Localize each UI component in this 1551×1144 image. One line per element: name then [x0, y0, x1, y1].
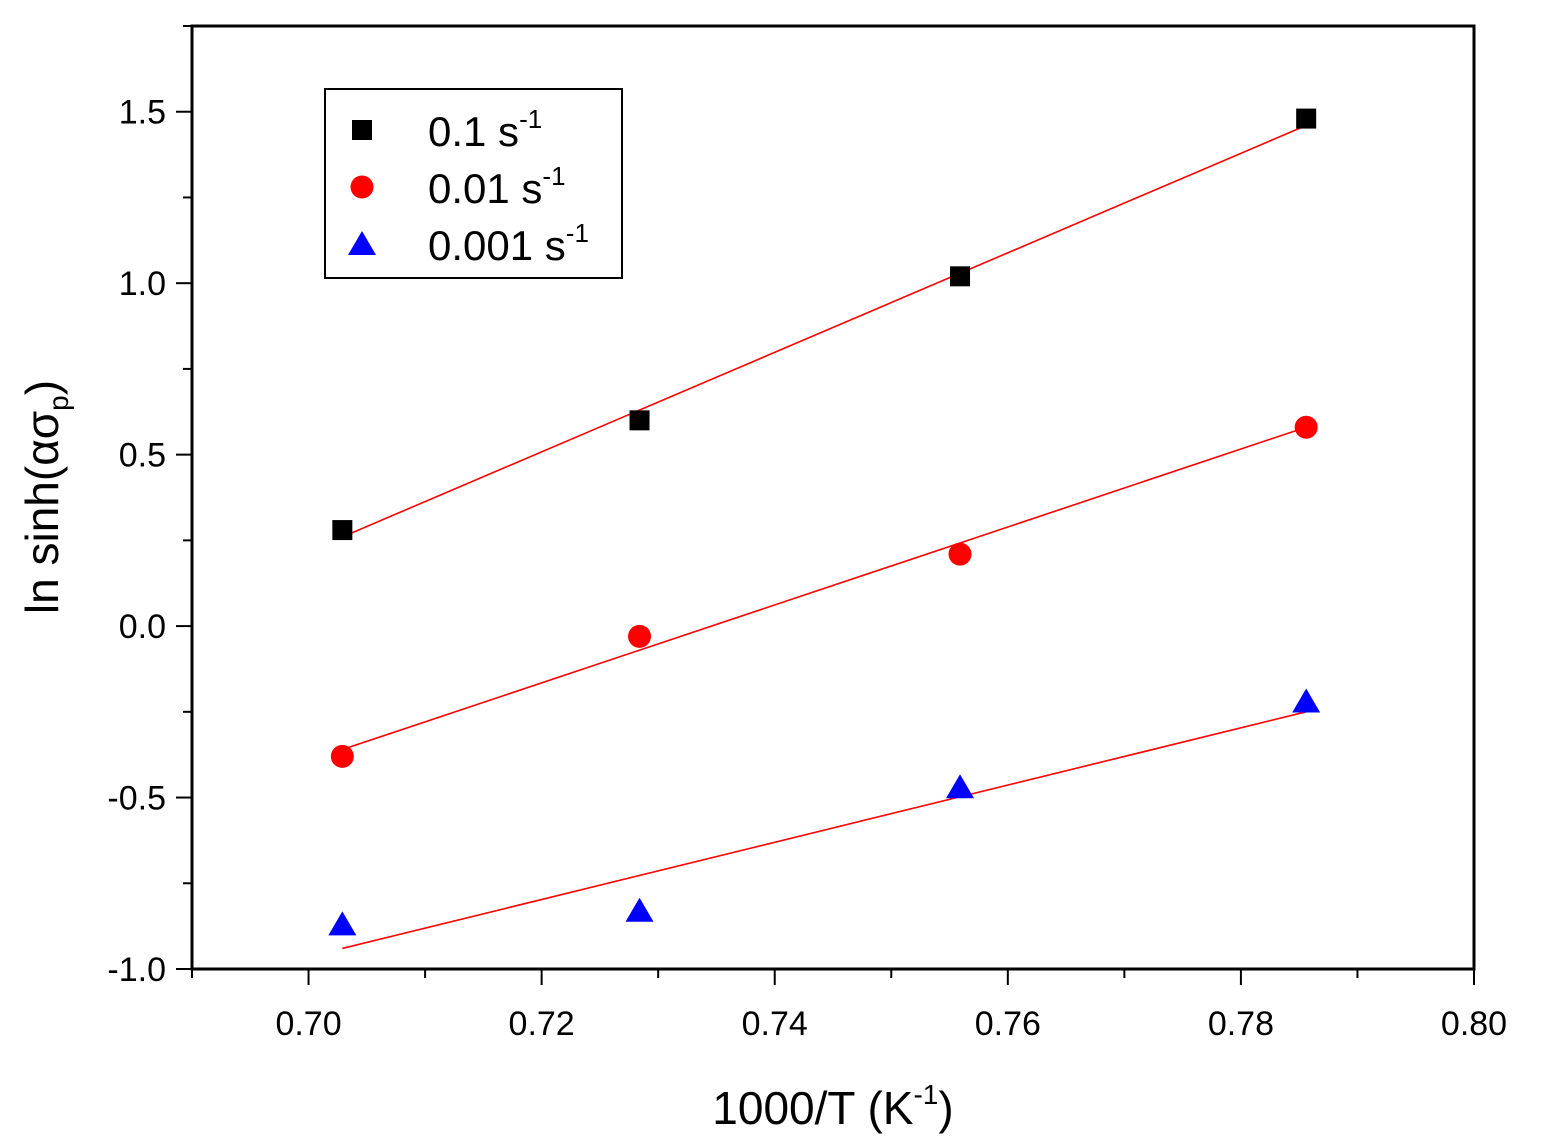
fit-line-series-1 — [342, 124, 1307, 538]
data-point-square — [1296, 108, 1317, 129]
data-point-triangle — [946, 774, 975, 799]
data-point-circle — [330, 744, 354, 768]
x-tick-label: 0.72 — [509, 1005, 575, 1043]
data-point-circle — [1294, 415, 1318, 439]
y-tick-label: 1.0 — [119, 265, 166, 303]
y-tick-label: 0.0 — [119, 608, 166, 646]
plot-frame — [190, 24, 1476, 971]
y-tick-label: -1.0 — [107, 951, 166, 989]
x-axis-ticks: 0.70 0.72 0.74 0.76 0.78 0.80 — [191, 969, 1507, 1043]
x-tick-label: 0.80 — [1441, 1005, 1507, 1043]
data-point-square — [629, 410, 650, 431]
data-point-circle — [948, 542, 972, 566]
x-axis-title: 1000/T (K-1) — [712, 1079, 953, 1134]
x-tick-label: 0.76 — [975, 1005, 1041, 1043]
x-tick-label: 0.70 — [275, 1005, 341, 1043]
legend-label: 0.01 s-1 — [428, 161, 566, 212]
x-tick-label: 0.78 — [1208, 1005, 1274, 1043]
data-point-triangle — [1292, 688, 1321, 713]
y-axis-title: ln sinh(ασp) — [16, 380, 74, 614]
fit-line-series-2 — [342, 426, 1307, 751]
data-points — [328, 108, 1321, 936]
y-axis-ticks: -1.0 -0.5 0.0 0.5 1.0 1.5 — [107, 25, 192, 989]
x-tick-label: 0.74 — [742, 1005, 808, 1043]
legend: 0.1 s-1 0.01 s-1 0.001 s-1 — [324, 88, 623, 279]
y-tick-label: 1.5 — [119, 94, 166, 132]
fit-lines — [342, 124, 1307, 950]
data-point-triangle — [625, 897, 654, 922]
data-point-circle — [628, 624, 652, 648]
y-tick-label: 0.5 — [119, 437, 166, 475]
data-point-square — [950, 266, 971, 287]
legend-label: 0.1 s-1 — [428, 104, 542, 155]
legend-label: 0.001 s-1 — [428, 218, 589, 269]
legend-box — [324, 88, 623, 279]
fit-line-series-3 — [342, 711, 1307, 950]
y-tick-label: -0.5 — [107, 780, 166, 818]
data-point-triangle — [328, 911, 357, 936]
legend-marker-square — [352, 120, 372, 140]
data-point-square — [332, 520, 353, 541]
legend-marker-triangle — [348, 231, 376, 255]
legend-marker-circle — [350, 175, 374, 199]
